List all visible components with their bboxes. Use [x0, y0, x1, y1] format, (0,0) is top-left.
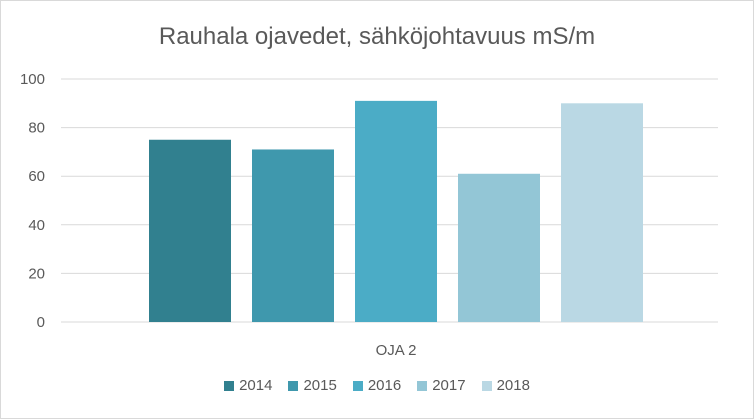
x-category-label: OJA 2 [376, 342, 417, 359]
legend: 2014 2015 2016 2017 2018 [1, 377, 753, 394]
y-tick-label: 20 [28, 265, 45, 282]
legend-swatch [417, 380, 428, 391]
legend-item-2018: 2018 [481, 377, 530, 394]
y-tick-label: 80 [28, 120, 45, 137]
bar-2015 [252, 149, 334, 322]
legend-label: 2017 [432, 377, 466, 394]
legend-item-2017: 2017 [417, 377, 466, 394]
legend-swatch [481, 380, 492, 391]
legend-label: 2014 [239, 377, 273, 394]
bar-2017 [458, 173, 540, 322]
y-tick-label: 40 [28, 217, 45, 234]
bar-2016 [355, 100, 437, 323]
bar-2018 [561, 103, 643, 322]
bar-2014 [149, 139, 231, 322]
legend-swatch [352, 380, 363, 391]
legend-label: 2018 [496, 377, 530, 394]
legend-item-2015: 2015 [288, 377, 337, 394]
legend-swatch [288, 380, 299, 391]
legend-label: 2016 [367, 377, 402, 394]
y-tick-label: 60 [28, 168, 45, 185]
legend-label: 2015 [303, 377, 337, 394]
y-tick-label: 0 [37, 314, 45, 331]
legend-item-2014: 2014 [224, 377, 272, 394]
y-tick-label: 100 [20, 71, 45, 88]
legend-item-2016: 2016 [352, 377, 402, 394]
legend-swatch [224, 380, 235, 391]
chart-title: Rauhala ojavedet, sähköjohtavuus mS/m [158, 23, 596, 50]
